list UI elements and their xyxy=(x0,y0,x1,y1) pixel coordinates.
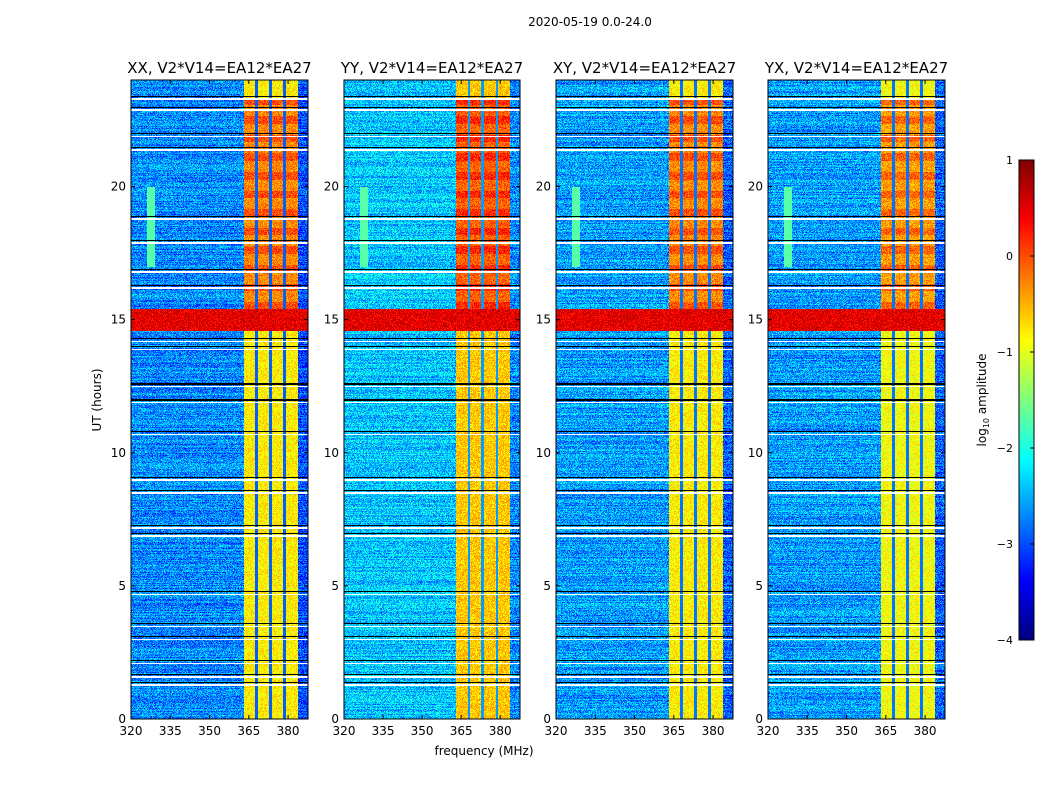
y-tick-label: 20 xyxy=(536,180,551,194)
x-tick-label: 320 xyxy=(333,724,356,738)
x-tick-label: 320 xyxy=(120,724,143,738)
y-tick-label: 0 xyxy=(331,712,339,726)
x-tick-label: 350 xyxy=(411,724,434,738)
colorbar xyxy=(1019,160,1034,640)
suptitle: 2020-05-19 0.0-24.0 xyxy=(528,15,652,29)
y-tick-label: 20 xyxy=(111,180,126,194)
y-tick-label: 15 xyxy=(536,313,551,327)
y-tick-label: 15 xyxy=(748,313,763,327)
y-axis-label: UT (hours) xyxy=(90,368,104,431)
x-tick-label: 380 xyxy=(702,724,725,738)
panel-title: YY, V2*V14=EA12*EA27 xyxy=(340,59,523,77)
x-tick-label: 350 xyxy=(198,724,221,738)
x-tick-label: 380 xyxy=(914,724,937,738)
x-tick-label: 335 xyxy=(159,724,182,738)
colorbar-tick-label: 1 xyxy=(1006,154,1013,167)
x-tick-label: 365 xyxy=(874,724,897,738)
y-tick-label: 20 xyxy=(748,180,763,194)
y-tick-label: 5 xyxy=(543,579,551,593)
x-tick-label: 320 xyxy=(545,724,568,738)
y-tick-label: 15 xyxy=(111,313,126,327)
x-tick-label: 335 xyxy=(796,724,819,738)
x-tick-label: 365 xyxy=(662,724,685,738)
y-tick-label: 5 xyxy=(118,579,126,593)
plot-frame xyxy=(130,79,309,720)
x-tick-label: 350 xyxy=(623,724,646,738)
y-tick-label: 0 xyxy=(543,712,551,726)
colorbar-frame xyxy=(1018,159,1035,641)
x-tick-label: 380 xyxy=(277,724,300,738)
y-tick-label: 20 xyxy=(324,180,339,194)
x-axis-label: frequency (MHz) xyxy=(434,744,533,758)
plot-frame xyxy=(343,79,521,720)
colorbar-tick-label: −2 xyxy=(997,442,1013,455)
y-tick-label: 5 xyxy=(331,579,339,593)
panel-title: XY, V2*V14=EA12*EA27 xyxy=(553,59,736,77)
x-tick-label: 335 xyxy=(372,724,395,738)
y-tick-label: 15 xyxy=(324,313,339,327)
y-tick-label: 10 xyxy=(324,446,339,460)
heatmap-xx xyxy=(131,80,308,719)
heatmap-yx xyxy=(768,80,945,719)
colorbar-label: log10 amplitude xyxy=(975,354,991,447)
y-tick-label: 10 xyxy=(111,446,126,460)
y-tick-label: 0 xyxy=(118,712,126,726)
x-tick-label: 365 xyxy=(450,724,473,738)
x-tick-label: 365 xyxy=(237,724,260,738)
y-tick-label: 0 xyxy=(755,712,763,726)
x-tick-label: 320 xyxy=(757,724,780,738)
y-tick-label: 5 xyxy=(755,579,763,593)
heatmap-xy xyxy=(556,80,733,719)
colorbar-tick-label: −4 xyxy=(997,634,1013,647)
colorbar-tick-label: 0 xyxy=(1006,250,1013,263)
x-tick-label: 350 xyxy=(835,724,858,738)
panel-title: YX, V2*V14=EA12*EA27 xyxy=(764,59,948,77)
x-tick-label: 380 xyxy=(489,724,512,738)
colorbar-tick-label: −1 xyxy=(997,346,1013,359)
panel-title: XX, V2*V14=EA12*EA27 xyxy=(127,59,311,77)
x-tick-label: 335 xyxy=(584,724,607,738)
heatmap-yy xyxy=(344,80,520,719)
plot-frame xyxy=(767,79,946,720)
y-tick-label: 10 xyxy=(536,446,551,460)
y-tick-label: 10 xyxy=(748,446,763,460)
colorbar-tick-label: −3 xyxy=(997,538,1013,551)
plot-frame xyxy=(555,79,734,720)
